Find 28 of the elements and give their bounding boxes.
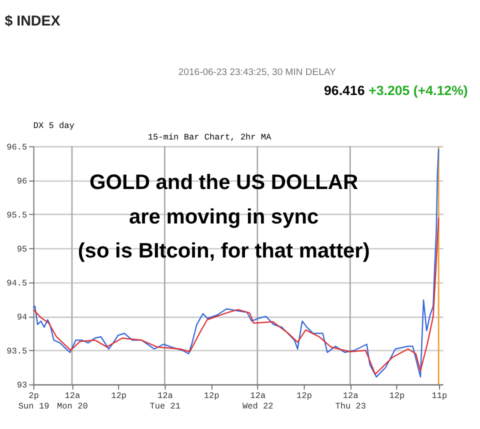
x-tick-label: 12p [389,391,405,402]
x-tick-label: 2p Sun 19 [18,391,50,412]
y-tick-label: 93 [16,380,28,391]
x-tick-label: 12p [296,391,312,402]
y-tick-label: 94 [16,312,28,323]
x-tick-label: 12a Mon 20 [57,391,88,412]
x-tick-label: 12p [111,391,127,402]
y-tick-label: 95.5 [6,210,28,221]
text: 2016-06-23 23:43:25, 30 MIN DELAY [178,66,337,78]
x-tick-label: 12a Thu 23 [335,391,366,412]
x-tick-label: 12p [204,391,220,402]
text: +3.205 (+4.12%) [368,82,468,98]
annotation: GOLD and the US DOLLAR [89,171,358,194]
x-tick-label: 12a Tue 21 [150,391,181,412]
line-series [32,148,440,378]
y-tick-label: 93.5 [6,346,28,357]
y-tick-label: 95 [16,244,28,255]
annotation: are moving in sync [128,205,319,228]
x-tick-label: 12a Wed 22 [242,391,274,412]
y-tick-label: 96 [16,176,28,187]
y-tick-label: 96.5 [6,142,28,153]
y-tick-label: 94.5 [6,278,28,289]
text: DX 5 day [33,121,74,132]
x-tick-label: 11p [432,391,448,402]
text: 96.416 [324,82,365,98]
chart-title: $ INDEX [4,13,61,30]
annotation: (so is BItcoin, for that matter) [78,240,370,263]
text: 15-min Bar Chart, 2hr MA [148,132,272,143]
